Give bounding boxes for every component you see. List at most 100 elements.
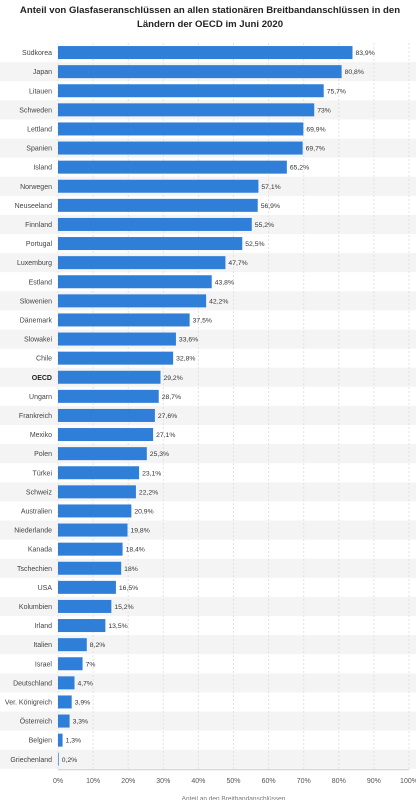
bar bbox=[58, 580, 116, 594]
category-label: Mexiko bbox=[30, 432, 52, 439]
category-label: Türkei bbox=[33, 470, 53, 477]
bar bbox=[58, 752, 59, 766]
bar bbox=[58, 561, 122, 575]
value-label: 3,3% bbox=[73, 719, 89, 726]
chart-title: Anteil von Glasfaseranschlüssen an allen… bbox=[19, 5, 401, 30]
category-label: Spanien bbox=[26, 146, 52, 153]
category-label: Österreich bbox=[20, 718, 52, 726]
bar bbox=[58, 46, 353, 60]
bar bbox=[58, 389, 159, 403]
category-label: Norwegen bbox=[20, 184, 52, 191]
category-label: Kolumbien bbox=[19, 604, 52, 611]
value-label: 20,9% bbox=[134, 508, 153, 515]
category-label: Frankreich bbox=[19, 413, 52, 420]
bar bbox=[58, 599, 112, 613]
value-label: 0,2% bbox=[62, 757, 77, 764]
value-label: 73% bbox=[317, 107, 331, 114]
bar bbox=[58, 256, 226, 270]
value-label: 69,7% bbox=[306, 146, 325, 153]
bar bbox=[58, 714, 70, 728]
category-label: Polen bbox=[34, 451, 52, 458]
value-label: 19,8% bbox=[130, 528, 149, 535]
bar bbox=[58, 65, 342, 79]
value-label: 18% bbox=[124, 566, 138, 573]
x-tick-label: 40% bbox=[191, 778, 205, 785]
category-label: Neuseeland bbox=[15, 203, 52, 210]
category-label: Israel bbox=[35, 661, 53, 668]
category-label: OECD bbox=[32, 375, 52, 382]
value-label: 43,8% bbox=[215, 279, 234, 286]
category-label: Deutschland bbox=[13, 680, 52, 687]
value-label: 55,2% bbox=[255, 222, 274, 229]
category-label: Belgien bbox=[29, 738, 52, 745]
category-label: Schweden bbox=[19, 107, 52, 114]
row-stripe bbox=[0, 749, 416, 769]
bar bbox=[58, 428, 154, 442]
category-label: Tschechien bbox=[17, 566, 52, 573]
category-label: Estland bbox=[29, 279, 52, 286]
value-label: 37,5% bbox=[193, 317, 212, 324]
category-label: Finnland bbox=[25, 222, 52, 229]
row-stripe bbox=[0, 711, 416, 731]
bar bbox=[58, 141, 303, 155]
value-label: 16,5% bbox=[119, 585, 138, 592]
value-label: 33,6% bbox=[179, 337, 198, 344]
category-label: Niederlande bbox=[14, 528, 52, 535]
x-tick-label: 90% bbox=[367, 778, 381, 785]
value-label: 47,7% bbox=[228, 260, 247, 267]
category-label: Griechenland bbox=[10, 757, 52, 764]
category-label: Kanada bbox=[28, 547, 52, 554]
category-label: Chile bbox=[36, 356, 52, 363]
value-label: 75,7% bbox=[327, 88, 346, 95]
bar bbox=[58, 504, 132, 518]
value-label: 4,7% bbox=[77, 680, 93, 687]
bar bbox=[58, 294, 207, 308]
bar bbox=[58, 466, 140, 480]
x-tick-label: 10% bbox=[86, 778, 100, 785]
category-label: Portugal bbox=[26, 241, 53, 248]
value-label: 25,3% bbox=[150, 451, 169, 458]
value-label: 27,1% bbox=[156, 432, 175, 439]
x-tick-label: 50% bbox=[226, 778, 240, 785]
x-tick-label: 100% bbox=[400, 778, 416, 785]
value-label: 52,5% bbox=[245, 241, 264, 248]
value-label: 23,1% bbox=[142, 470, 161, 477]
value-label: 83,9% bbox=[355, 50, 374, 57]
value-label: 56,9% bbox=[261, 203, 280, 210]
bar bbox=[58, 275, 212, 289]
category-label: Südkorea bbox=[22, 50, 52, 57]
bar bbox=[58, 370, 161, 384]
x-tick-label: 70% bbox=[297, 778, 311, 785]
category-label: Ver. Königreich bbox=[5, 699, 52, 706]
category-label: Australien bbox=[21, 508, 52, 515]
category-label: Lettland bbox=[27, 126, 52, 133]
category-label: Island bbox=[33, 165, 52, 172]
value-label: 42,2% bbox=[209, 298, 228, 305]
bar bbox=[58, 695, 72, 709]
bar bbox=[58, 122, 304, 136]
bar bbox=[58, 84, 324, 98]
bar bbox=[58, 217, 252, 231]
category-label: Schweiz bbox=[26, 489, 53, 496]
value-label: 80,8% bbox=[345, 69, 364, 76]
value-label: 15,2% bbox=[114, 604, 133, 611]
bar bbox=[58, 676, 75, 690]
value-label: 69,9% bbox=[306, 126, 325, 133]
value-label: 32,8% bbox=[176, 356, 195, 363]
bar bbox=[58, 638, 87, 652]
category-label: Litauen bbox=[29, 88, 52, 95]
x-tick-label: 0% bbox=[53, 778, 63, 785]
x-axis-title: Anteil an den Breitbandanschlüssen bbox=[182, 796, 286, 800]
x-tick-label: 20% bbox=[121, 778, 135, 785]
category-label: Irland bbox=[34, 623, 52, 630]
category-label: Slowakei bbox=[24, 337, 52, 344]
category-label: Luxemburg bbox=[17, 260, 52, 267]
value-label: 22,2% bbox=[139, 489, 158, 496]
value-label: 65,2% bbox=[290, 165, 309, 172]
bar bbox=[58, 619, 106, 633]
value-label: 7% bbox=[86, 661, 96, 668]
category-label: Ungarn bbox=[29, 394, 52, 401]
bar bbox=[58, 408, 155, 422]
bar bbox=[58, 657, 83, 671]
